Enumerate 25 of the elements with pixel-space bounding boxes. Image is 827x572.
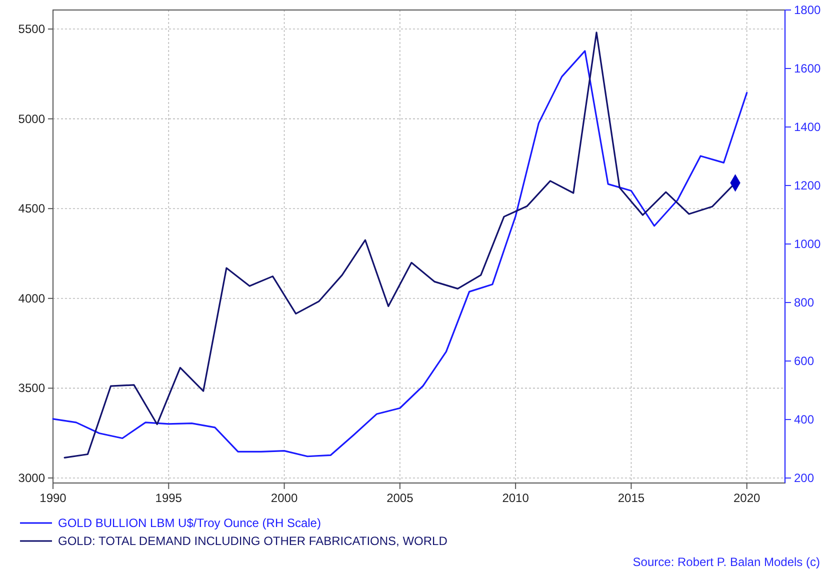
y-tick-label: 3500 xyxy=(18,381,46,396)
x-tick-label: 2020 xyxy=(733,491,761,505)
legend-label: GOLD BULLION LBM U$/Troy Ounce (RH Scale) xyxy=(58,516,321,530)
x-tick-label: 1990 xyxy=(40,491,67,505)
x-tick-label: 1995 xyxy=(155,491,182,505)
y-tick-label: 5500 xyxy=(18,22,46,36)
x-tick-label: 2000 xyxy=(270,491,298,505)
y2-tick-label: 400 xyxy=(794,412,814,427)
y2-tick-label: 800 xyxy=(794,296,814,310)
y2-tick-label: 1600 xyxy=(794,62,822,76)
x-tick-label: 2010 xyxy=(502,491,530,505)
y2-tick-label: 600 xyxy=(794,354,814,368)
y2-tick-label: 1400 xyxy=(794,120,822,134)
legend-label: GOLD: TOTAL DEMAND INCLUDING OTHER FABRICATIONS, WORLD xyxy=(58,534,448,548)
y2-tick-label: 1000 xyxy=(794,237,822,252)
y-tick-label: 3000 xyxy=(18,470,46,485)
y-tick-label: 4000 xyxy=(18,291,46,306)
y-tick-label: 5000 xyxy=(18,112,46,126)
y-tick-label: 4500 xyxy=(18,202,46,216)
y2-tick-label: 1800 xyxy=(794,3,822,17)
y2-tick-label: 1200 xyxy=(794,178,822,193)
x-tick-label: 2015 xyxy=(618,491,645,505)
y2-tick-label: 200 xyxy=(794,471,814,486)
x-tick-label: 2005 xyxy=(386,491,414,505)
source-note: Source: Robert P. Balan Models (c) xyxy=(632,555,820,569)
